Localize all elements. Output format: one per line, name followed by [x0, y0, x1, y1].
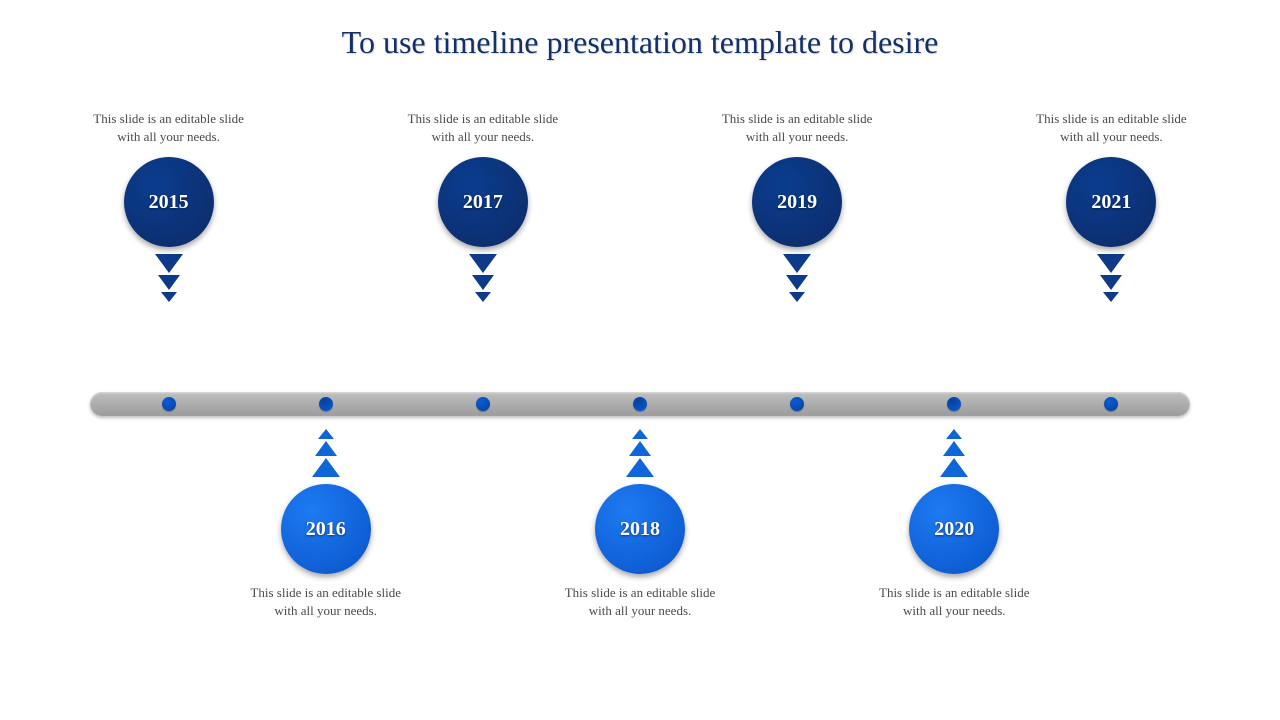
year-label: 2018 — [620, 518, 660, 541]
timeline-item: 2018 This slide is an editable slide with… — [555, 422, 725, 619]
chevron-down-icon — [1097, 254, 1125, 273]
chevron-down-icon — [1103, 292, 1119, 302]
timeline-dot — [1104, 397, 1118, 411]
chevron-down-icon — [469, 254, 497, 273]
chevron-up-icon — [940, 458, 968, 477]
year-circle: 2015 — [124, 157, 214, 247]
timeline-item: This slide is an editable slide with all… — [84, 110, 254, 309]
chevron-up-icon — [632, 429, 648, 439]
chevron-stack — [84, 253, 254, 303]
chevron-stack — [712, 253, 882, 303]
item-description: This slide is an editable slide with all… — [84, 110, 254, 145]
item-description: This slide is an editable slide with all… — [241, 584, 411, 619]
chevron-stack — [555, 428, 725, 478]
chevron-up-icon — [946, 429, 962, 439]
year-label: 2017 — [463, 191, 503, 214]
chevron-down-icon — [475, 292, 491, 302]
chevron-up-icon — [943, 441, 965, 456]
chevron-down-icon — [472, 275, 494, 290]
timeline-bar — [90, 392, 1190, 416]
year-circle: 2021 — [1066, 157, 1156, 247]
timeline-slide: To use timeline presentation template to… — [0, 0, 1280, 720]
chevron-down-icon — [783, 254, 811, 273]
year-circle: 2018 — [595, 484, 685, 574]
chevron-down-icon — [155, 254, 183, 273]
item-description: This slide is an editable slide with all… — [398, 110, 568, 145]
timeline-dot — [476, 397, 490, 411]
timeline-item: This slide is an editable slide with all… — [1026, 110, 1196, 309]
year-circle: 2020 — [909, 484, 999, 574]
timeline-dot — [790, 397, 804, 411]
timeline-dot — [319, 397, 333, 411]
year-label: 2016 — [306, 518, 346, 541]
item-description: This slide is an editable slide with all… — [555, 584, 725, 619]
timeline-item: This slide is an editable slide with all… — [398, 110, 568, 309]
chevron-stack — [869, 428, 1039, 478]
year-label: 2019 — [777, 191, 817, 214]
year-label: 2020 — [934, 518, 974, 541]
year-label: 2021 — [1091, 191, 1131, 214]
chevron-down-icon — [158, 275, 180, 290]
year-label: 2015 — [149, 191, 189, 214]
chevron-up-icon — [318, 429, 334, 439]
timeline-dot — [947, 397, 961, 411]
timeline-item: 2020 This slide is an editable slide with… — [869, 422, 1039, 619]
timeline-dot — [633, 397, 647, 411]
item-description: This slide is an editable slide with all… — [869, 584, 1039, 619]
item-description: This slide is an editable slide with all… — [1026, 110, 1196, 145]
chevron-up-icon — [315, 441, 337, 456]
year-circle: 2016 — [281, 484, 371, 574]
chevron-stack — [241, 428, 411, 478]
timeline-item: This slide is an editable slide with all… — [712, 110, 882, 309]
chevron-down-icon — [789, 292, 805, 302]
year-circle: 2019 — [752, 157, 842, 247]
timeline-item: 2016 This slide is an editable slide with… — [241, 422, 411, 619]
chevron-up-icon — [629, 441, 651, 456]
chevron-down-icon — [786, 275, 808, 290]
year-circle: 2017 — [438, 157, 528, 247]
chevron-up-icon — [312, 458, 340, 477]
slide-title: To use timeline presentation template to… — [0, 24, 1280, 61]
chevron-stack — [1026, 253, 1196, 303]
chevron-down-icon — [1100, 275, 1122, 290]
item-description: This slide is an editable slide with all… — [712, 110, 882, 145]
chevron-stack — [398, 253, 568, 303]
timeline-dot — [162, 397, 176, 411]
chevron-down-icon — [161, 292, 177, 302]
chevron-up-icon — [626, 458, 654, 477]
